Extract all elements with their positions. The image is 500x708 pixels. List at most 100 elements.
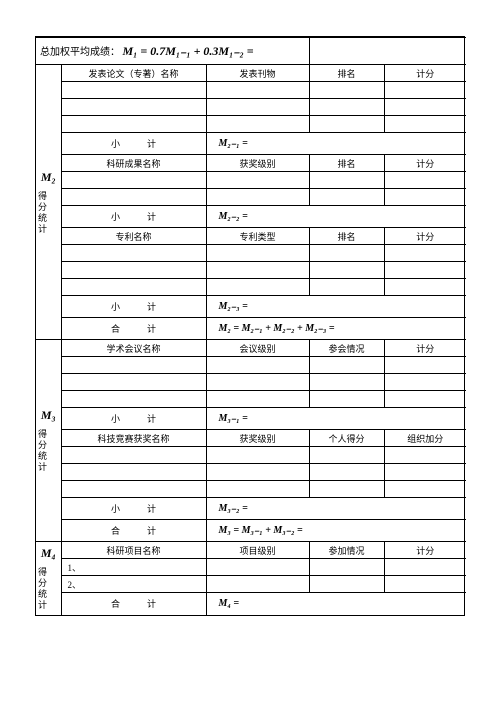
m4-total-formula: M₄ = <box>206 593 466 615</box>
m3-sec1-col1: 学术会议名称 <box>61 340 206 357</box>
m2-sec3-col2: 专利类型 <box>206 228 309 245</box>
table-cell <box>309 559 384 576</box>
table-cell <box>309 189 384 206</box>
table-cell <box>206 391 309 408</box>
m2-sub1-formula: M₂₋₁ = <box>206 133 466 155</box>
table-cell <box>384 262 466 279</box>
table-cell <box>206 464 309 481</box>
table-cell <box>206 262 309 279</box>
m3-sec2-col3: 个人得分 <box>309 430 384 447</box>
m1-result-cell <box>309 38 466 65</box>
table-cell <box>61 116 206 133</box>
m3-sub2-formula: M₃₋₂ = <box>206 498 466 520</box>
m4-group-label: 得分统计 <box>36 567 49 611</box>
m3-sec1-col4: 计分 <box>384 340 466 357</box>
m2-sec3-col4: 计分 <box>384 228 466 245</box>
m3-subtotal1-label: 小 计 <box>61 408 206 430</box>
table-cell <box>309 99 384 116</box>
m2-group-label: 得分统计 <box>36 191 49 235</box>
m2-sec1-col2: 发表刊物 <box>206 65 309 82</box>
table-cell <box>206 447 309 464</box>
table-cell <box>206 172 309 189</box>
table-cell <box>206 279 309 296</box>
table-cell <box>384 447 466 464</box>
table-cell <box>206 189 309 206</box>
m4-sec-col4: 计分 <box>384 542 466 559</box>
m2-sub3-formula: M₂₋₃ = <box>206 296 466 318</box>
m3-sec1-col3: 参会情况 <box>309 340 384 357</box>
table-cell <box>61 374 206 391</box>
table-cell <box>384 391 466 408</box>
table-cell <box>61 357 206 374</box>
table-cell <box>309 82 384 99</box>
m4-sec-col1: 科研项目名称 <box>61 542 206 559</box>
table-cell <box>384 559 466 576</box>
table-cell <box>384 374 466 391</box>
table-cell <box>309 481 384 498</box>
m2-var: M₂ <box>36 170 61 185</box>
table-cell <box>206 245 309 262</box>
m1-formula: M₁ = 0.7M₁₋₁ + 0.3M₁₋₂ = <box>123 44 254 58</box>
m2-side-label: M₂ 得分统计 <box>36 65 61 340</box>
table-cell <box>384 357 466 374</box>
table-cell <box>309 245 384 262</box>
table-cell <box>61 172 206 189</box>
m4-sec-col2: 项目级别 <box>206 542 309 559</box>
table-cell <box>206 357 309 374</box>
m2-sec3-col3: 排名 <box>309 228 384 245</box>
m2-sec2-col4: 计分 <box>384 155 466 172</box>
m2-sec1-col1: 发表论文（专著）名称 <box>61 65 206 82</box>
table-cell <box>206 82 309 99</box>
m4-row1: 1、 <box>61 559 206 576</box>
table-cell <box>309 391 384 408</box>
table-cell <box>206 576 309 593</box>
table-cell <box>309 116 384 133</box>
m2-sec2-col1: 科研成果名称 <box>61 155 206 172</box>
m4-var: M₄ <box>36 546 61 561</box>
m3-subtotal2-label: 小 计 <box>61 498 206 520</box>
table-cell <box>61 481 206 498</box>
table-cell <box>309 172 384 189</box>
m3-sec1-col2: 会议级别 <box>206 340 309 357</box>
table-cell <box>61 279 206 296</box>
m2-subtotal1-label: 小 计 <box>61 133 206 155</box>
table-cell <box>206 116 309 133</box>
m2-total-label: 合 计 <box>61 318 206 340</box>
table-cell <box>384 172 466 189</box>
m3-sec2-col2: 获奖级别 <box>206 430 309 447</box>
table-cell <box>61 262 206 279</box>
table-cell <box>61 464 206 481</box>
table-cell <box>309 279 384 296</box>
m4-row2: 2、 <box>61 576 206 593</box>
table-cell <box>206 481 309 498</box>
table-cell <box>309 576 384 593</box>
m3-var: M₃ <box>36 408 61 423</box>
table-cell <box>384 279 466 296</box>
table-cell <box>384 481 466 498</box>
table-cell <box>61 391 206 408</box>
m4-side-label: M₄ 得分统计 <box>36 542 61 615</box>
table-cell <box>384 116 466 133</box>
m3-total-label: 合 计 <box>61 520 206 542</box>
table-cell <box>61 189 206 206</box>
m2-total-formula: M₂ = M₂₋₁ + M₂₋₂ + M₂₋₃ = <box>206 318 466 340</box>
table-cell <box>384 245 466 262</box>
table-cell <box>309 447 384 464</box>
table-cell <box>384 99 466 116</box>
scoring-table-page: 总加权平均成绩： M₁ = 0.7M₁₋₁ + 0.3M₁₋₂ = M₂ 得分统… <box>35 36 465 616</box>
table-cell <box>206 559 309 576</box>
m2-sub2-formula: M₂₋₂ = <box>206 206 466 228</box>
m4-sec-col3: 参加情况 <box>309 542 384 559</box>
m3-sec2-col4: 组织加分 <box>384 430 466 447</box>
m2-sec3-col1: 专利名称 <box>61 228 206 245</box>
m3-sec2-col1: 科技竞赛获奖名称 <box>61 430 206 447</box>
m4-total-label: 合 计 <box>61 593 206 615</box>
table-cell <box>384 82 466 99</box>
table-cell <box>384 464 466 481</box>
m2-sec2-col3: 排名 <box>309 155 384 172</box>
m2-subtotal2-label: 小 计 <box>61 206 206 228</box>
m2-sec2-col2: 获奖级别 <box>206 155 309 172</box>
weighted-avg-cell: 总加权平均成绩： M₁ = 0.7M₁₋₁ + 0.3M₁₋₂ = <box>36 38 309 65</box>
m2-sec1-col4: 计分 <box>384 65 466 82</box>
m3-side-label: M₃ 得分统计 <box>36 340 61 542</box>
